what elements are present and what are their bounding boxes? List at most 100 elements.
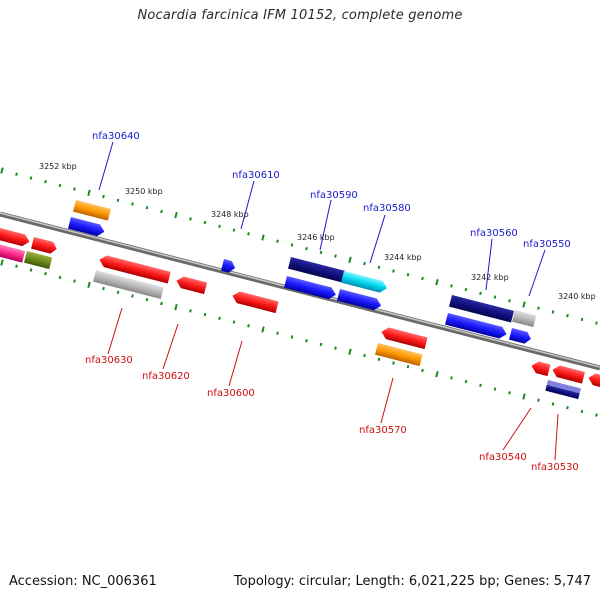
gene-feature[interactable] bbox=[337, 289, 383, 312]
scale-tick bbox=[218, 224, 221, 229]
scale-tick bbox=[131, 294, 134, 298]
scale-tick bbox=[580, 317, 584, 322]
scale-tick bbox=[363, 353, 366, 358]
gene-label-nfa30620[interactable]: nfa30620 bbox=[142, 371, 190, 382]
scale-tick bbox=[44, 271, 47, 276]
scale-tick bbox=[189, 309, 192, 313]
gene-feature[interactable] bbox=[509, 328, 532, 345]
scale-tick bbox=[58, 275, 62, 280]
gene-features-lower bbox=[93, 254, 600, 400]
gene-label-nfa30640[interactable]: nfa30640 bbox=[92, 131, 140, 142]
scale-tick bbox=[276, 239, 279, 243]
scale-tick bbox=[261, 234, 265, 241]
scale-tick bbox=[290, 335, 294, 339]
scale-tick bbox=[508, 299, 511, 303]
scale-tick bbox=[464, 287, 468, 292]
gene-label-nfa30560[interactable]: nfa30560 bbox=[470, 228, 518, 239]
scale-tick bbox=[203, 312, 207, 317]
scale-tick bbox=[551, 310, 555, 314]
scale-tick bbox=[305, 338, 308, 343]
scale-tick bbox=[435, 279, 439, 286]
page-title: Nocardia farcinica IFM 10152, complete g… bbox=[137, 8, 463, 23]
top-leader-lines bbox=[98, 141, 546, 297]
scale-label-3242: 3242 kbp bbox=[471, 273, 509, 282]
gene-feature[interactable] bbox=[0, 244, 26, 263]
scale-tick bbox=[319, 342, 323, 347]
scale-tick bbox=[0, 259, 4, 266]
scale-tick bbox=[102, 286, 105, 291]
scale-tick bbox=[348, 256, 352, 263]
gene-label-nfa30530[interactable]: nfa30530 bbox=[531, 462, 579, 473]
scale-tick bbox=[247, 324, 250, 328]
scale-label-3246: 3246 kbp bbox=[297, 233, 335, 242]
gene-label-nfa30580[interactable]: nfa30580 bbox=[363, 203, 411, 214]
scale-tick bbox=[435, 371, 439, 378]
gene-label-nfa30600[interactable]: nfa30600 bbox=[207, 388, 255, 399]
scale-tick bbox=[479, 383, 482, 388]
scale-tick bbox=[247, 232, 250, 236]
gene-feature[interactable] bbox=[380, 326, 428, 350]
scale-tick bbox=[450, 376, 453, 380]
gene-label-nfa30570[interactable]: nfa30570 bbox=[359, 425, 407, 436]
scale-tick bbox=[522, 301, 526, 308]
gene-feature[interactable] bbox=[449, 295, 514, 323]
scale-tick bbox=[232, 228, 236, 232]
gene-feature[interactable] bbox=[221, 259, 237, 274]
gene-feature[interactable] bbox=[284, 276, 337, 301]
scale-tick bbox=[131, 202, 134, 206]
scale-tick bbox=[522, 393, 526, 400]
gene-feature[interactable] bbox=[68, 217, 106, 238]
gene-feature[interactable] bbox=[551, 364, 585, 384]
gene-feature[interactable] bbox=[93, 270, 164, 300]
gene-label-nfa30630[interactable]: nfa30630 bbox=[85, 355, 133, 366]
scale-tick bbox=[261, 326, 265, 333]
gene-feature[interactable] bbox=[231, 290, 279, 314]
scale-tick bbox=[566, 405, 569, 410]
scale-tick bbox=[29, 176, 33, 180]
gene-label-nfa30550[interactable]: nfa30550 bbox=[523, 239, 571, 250]
gene-feature[interactable] bbox=[175, 275, 208, 295]
scale-tick bbox=[160, 209, 163, 214]
scale-tick bbox=[348, 348, 352, 355]
scale-tick bbox=[29, 268, 33, 272]
scale-tick bbox=[595, 413, 598, 417]
gene-feature[interactable] bbox=[73, 200, 111, 221]
scale-tick bbox=[232, 320, 236, 324]
gene-feature[interactable] bbox=[341, 271, 389, 294]
gene-feature[interactable] bbox=[512, 310, 537, 328]
gene-label-nfa30540[interactable]: nfa30540 bbox=[479, 452, 527, 463]
scale-tick bbox=[87, 189, 91, 196]
scale-tick bbox=[102, 194, 105, 199]
gene-feature[interactable] bbox=[0, 225, 31, 248]
gene-feature[interactable] bbox=[31, 237, 58, 255]
gene-feature[interactable] bbox=[98, 254, 171, 284]
gene-feature[interactable] bbox=[24, 251, 53, 270]
scale-tick bbox=[58, 183, 62, 188]
gene-feature[interactable] bbox=[445, 313, 508, 340]
gene-feature[interactable] bbox=[587, 372, 600, 389]
scale-tick bbox=[479, 291, 482, 296]
scale-tick bbox=[15, 264, 18, 268]
scale-tick bbox=[392, 361, 395, 365]
gene-feature[interactable] bbox=[288, 257, 346, 283]
scale-tick bbox=[595, 321, 598, 325]
gene-label-nfa30590[interactable]: nfa30590 bbox=[310, 190, 358, 201]
gene-label-nfa30610[interactable]: nfa30610 bbox=[232, 170, 280, 181]
gene-feature[interactable] bbox=[545, 384, 580, 400]
scale-tick bbox=[44, 179, 47, 184]
gene-feature[interactable] bbox=[530, 360, 551, 377]
scale-tick bbox=[580, 409, 584, 414]
scale-tick bbox=[189, 217, 192, 221]
scale-tick bbox=[145, 205, 149, 210]
gene-features bbox=[0, 200, 537, 345]
scale-tick bbox=[537, 306, 540, 310]
gene-feature[interactable] bbox=[546, 380, 581, 394]
scale-tick bbox=[305, 246, 308, 251]
bottom-leader-lines bbox=[107, 307, 559, 461]
scale-label-3248: 3248 kbp bbox=[211, 210, 249, 219]
gene-feature[interactable] bbox=[375, 343, 423, 367]
scale-tick bbox=[0, 167, 4, 174]
scale-tick bbox=[377, 357, 381, 362]
scale-tick bbox=[508, 391, 511, 395]
scale-tick bbox=[145, 297, 149, 302]
